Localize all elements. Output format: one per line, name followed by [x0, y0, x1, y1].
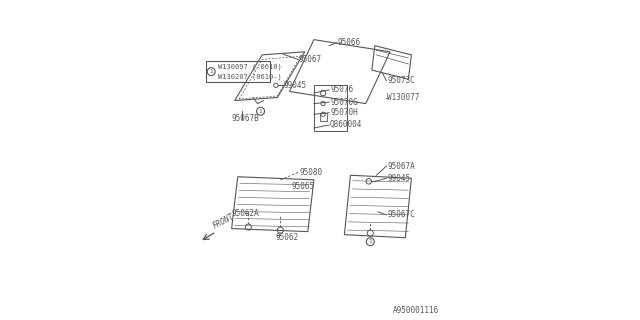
Text: 95067: 95067	[299, 55, 322, 64]
Text: 1: 1	[209, 69, 213, 74]
Text: 95062A: 95062A	[232, 209, 259, 218]
Text: A950001116: A950001116	[392, 307, 439, 316]
Text: W130097 (-0610): W130097 (-0610)	[218, 63, 282, 70]
Bar	[314, 85, 348, 131]
Text: 99045: 99045	[284, 81, 307, 90]
Text: FRONT: FRONT	[212, 212, 236, 231]
Text: 95070H: 95070H	[330, 108, 358, 117]
Text: Q860004: Q860004	[330, 120, 362, 130]
Text: 95073C: 95073C	[387, 76, 415, 85]
Text: 95067A: 95067A	[387, 162, 415, 171]
Bar	[205, 61, 269, 82]
Bar	[320, 113, 326, 121]
Text: W130077: W130077	[387, 93, 419, 102]
Text: W130207 (0610-): W130207 (0610-)	[218, 74, 282, 80]
Text: 95067B: 95067B	[232, 114, 259, 123]
Text: 95070G: 95070G	[330, 98, 358, 107]
Text: 95067C: 95067C	[387, 210, 415, 219]
Text: 95076: 95076	[330, 85, 353, 94]
Text: 1: 1	[259, 109, 262, 114]
Text: 1: 1	[369, 239, 372, 244]
Text: 95080: 95080	[300, 168, 323, 177]
Text: 95065: 95065	[291, 182, 314, 191]
Text: 95066: 95066	[337, 38, 360, 47]
Text: 95062: 95062	[276, 233, 299, 242]
Text: 99045: 99045	[387, 174, 410, 183]
